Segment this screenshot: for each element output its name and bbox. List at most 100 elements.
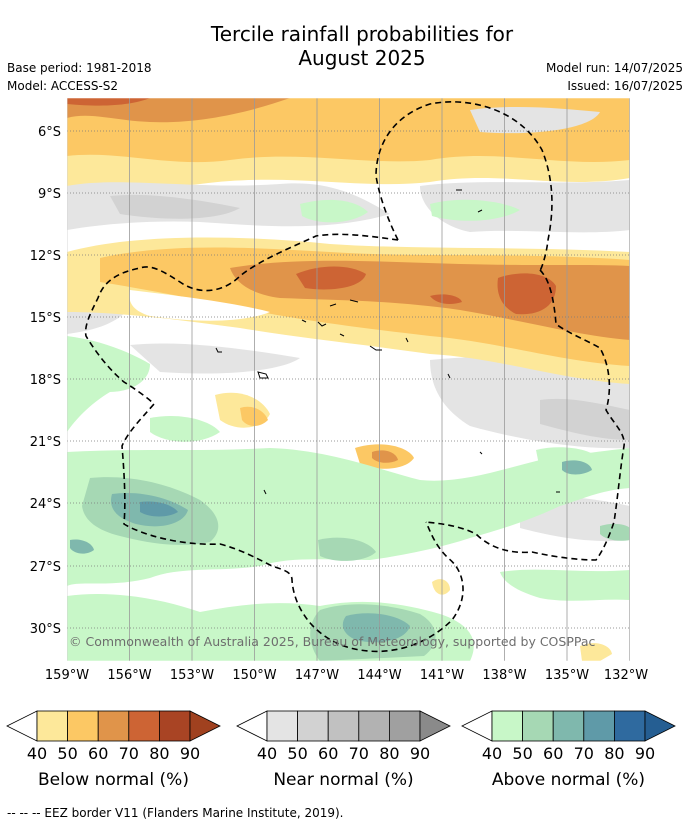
colorbar-extend-low xyxy=(461,710,493,742)
lon-label: 150°W xyxy=(232,668,276,683)
island xyxy=(329,303,337,307)
colorbar-swatch xyxy=(97,710,130,742)
colorbar-tick-label: 90 xyxy=(410,744,430,763)
above-normal-north-east xyxy=(430,199,520,221)
colorbar-swatch xyxy=(36,710,69,742)
lon-label: 132°W xyxy=(604,668,648,683)
above-normal-southeast-50 xyxy=(600,523,630,541)
colorbar-below-normal: 40 50 60 70 80 90 xyxy=(6,710,221,763)
lon-label: 141°W xyxy=(420,668,464,683)
copyright-text: © Commonwealth of Australia 2025, Bureau… xyxy=(69,634,595,649)
lon-label: 144°W xyxy=(357,668,401,683)
title-line-1: Tercile rainfall probabilities for xyxy=(210,22,514,46)
map-title: Tercile rainfall probabilities for Augus… xyxy=(0,22,690,70)
colorbar-tick-label: 50 xyxy=(57,744,77,763)
island xyxy=(477,209,483,213)
above-normal-south-broad xyxy=(67,448,630,586)
colorbar-swatch xyxy=(158,710,191,742)
neutral-gap xyxy=(129,290,270,321)
lon-label: 138°W xyxy=(482,668,526,683)
eez-footnote: -- -- -- EEZ border V11 (Flanders Marine… xyxy=(7,806,344,820)
lat-label: 21°S xyxy=(30,435,61,450)
below-normal-patch-mid-50 xyxy=(240,406,268,426)
colorbar-tick-label: 90 xyxy=(180,744,200,763)
colorbar-title-above: Above normal (%) xyxy=(491,770,646,790)
colorbar-swatch xyxy=(297,710,329,742)
colorbar-title-below: Below normal (%) xyxy=(38,770,189,790)
colorbar-tick-label: 40 xyxy=(257,744,277,763)
below-normal-band-main-70-east xyxy=(497,273,556,315)
island xyxy=(263,489,267,495)
colorbar-extend-high xyxy=(189,710,221,742)
above-normal-east-50 xyxy=(562,460,592,475)
colorbar-tick-label: 60 xyxy=(543,744,563,763)
island xyxy=(257,371,269,379)
below-normal-band-main-70-small xyxy=(430,294,462,304)
near-normal-patch-east-50 xyxy=(540,398,630,440)
colorbar-extend-high xyxy=(644,710,676,742)
lat-label: 12°S xyxy=(30,249,61,264)
colorbar-swatch xyxy=(128,710,160,742)
meta-left: Base period: 1981-2018 Model: ACCESS-S2 xyxy=(7,59,152,95)
colorbar-title-near: Near normal (%) xyxy=(273,770,414,790)
lon-label: 159°W xyxy=(45,668,89,683)
colorbar-swatch xyxy=(358,710,390,742)
above-normal-east-2 xyxy=(470,487,520,510)
near-normal-patch-north-box xyxy=(470,106,600,134)
colorbar-near-normal: 40 50 60 70 80 90 xyxy=(236,710,451,763)
above-normal-south-center-50 xyxy=(318,537,376,561)
eez-border-north xyxy=(375,101,553,271)
model-run: Model run: 14/07/2025 xyxy=(545,61,683,75)
colorbar-extend-high xyxy=(419,710,451,742)
map-plot-area: © Commonwealth of Australia 2025, Bureau… xyxy=(67,98,630,661)
colorbar-extend-low xyxy=(6,710,38,742)
lat-label: 30°S xyxy=(30,622,61,637)
lat-label: 15°S xyxy=(30,311,61,326)
above-normal-south-east xyxy=(500,569,630,601)
colorbar-swatch xyxy=(266,710,299,742)
colorbar-tick-label: 80 xyxy=(379,744,399,763)
below-normal-patch-center-60 xyxy=(372,450,398,463)
above-normal-far-west-50 xyxy=(70,539,94,554)
below-normal-band-main-70-west xyxy=(296,266,366,290)
colorbar-tick-label: 40 xyxy=(27,744,47,763)
lon-label: 153°W xyxy=(170,668,214,683)
island xyxy=(447,373,451,379)
colorbar-swatch xyxy=(522,710,554,742)
above-normal-left-center xyxy=(150,415,220,442)
eez-border-main xyxy=(84,233,464,653)
near-normal-patch-mid xyxy=(130,343,300,374)
lat-label: 6°S xyxy=(38,125,61,140)
above-normal-south-west-70 xyxy=(140,501,178,517)
colorbar-swatch xyxy=(491,710,524,742)
lon-gridlines xyxy=(67,98,630,661)
colorbar-tick-label: 60 xyxy=(318,744,338,763)
below-normal-patch-south xyxy=(580,643,612,661)
colorbar-swatch xyxy=(613,710,646,742)
colorbar-tick-label: 40 xyxy=(482,744,502,763)
colorbar-tick-label: 50 xyxy=(287,744,307,763)
lon-label: 156°W xyxy=(107,668,151,683)
island xyxy=(339,333,345,337)
colorbar-swatch xyxy=(552,710,585,742)
lon-label: 147°W xyxy=(295,668,339,683)
colorbar-swatch xyxy=(388,710,421,742)
colorbar-swatch xyxy=(327,710,360,742)
island xyxy=(301,319,307,323)
colorbar-tick-label: 90 xyxy=(635,744,655,763)
eez-borders xyxy=(84,101,625,653)
lon-label: 135°W xyxy=(545,668,589,683)
island xyxy=(479,451,483,455)
colorbar-tick-label: 70 xyxy=(119,744,139,763)
meta-right: Model run: 14/07/2025 Issued: 16/07/2025 xyxy=(546,59,683,95)
near-normal-patch-north-50 xyxy=(110,194,240,219)
base-period: Base period: 1981-2018 xyxy=(7,61,152,75)
colorbar-tick-label: 80 xyxy=(604,744,624,763)
lon-labels: 159°W 156°W 153°W 150°W 147°W 144°W 141°… xyxy=(45,668,648,683)
below-normal-patch-south-2 xyxy=(432,579,450,595)
island xyxy=(349,299,359,303)
colorbar-tick-label: 80 xyxy=(149,744,169,763)
issued-date: Issued: 16/07/2025 xyxy=(567,79,683,93)
map-frame xyxy=(66,97,631,662)
